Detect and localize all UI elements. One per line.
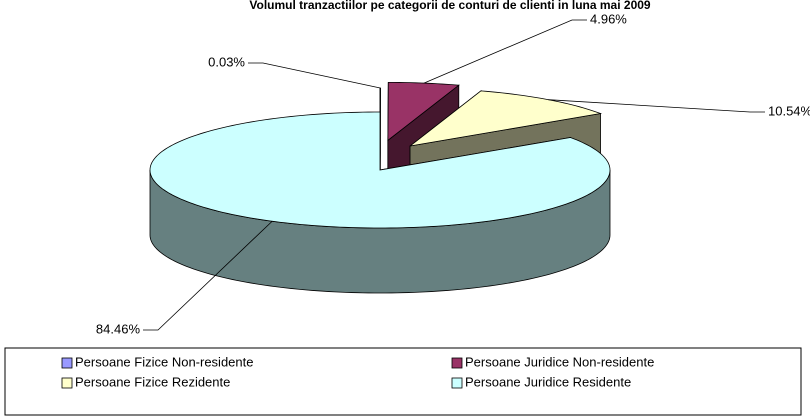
leader-line [423, 19, 587, 84]
legend-label: Persoane Fizice Non-residente [75, 354, 253, 369]
data-label: 84.46% [96, 321, 141, 336]
legend-label: Persoane Juridice Residente [465, 374, 631, 389]
leader-line [248, 62, 381, 89]
slice [387, 81, 460, 142]
chart-title: Volumul tranzactiilor pe categorii de co… [249, 0, 651, 12]
legend-label: Persoane Juridice Non-residente [465, 354, 654, 369]
leader-line [548, 99, 765, 113]
legend-label: Persoane Fizice Rezidente [75, 374, 230, 389]
legend-swatch [451, 377, 463, 389]
data-label: 10.54% [768, 103, 810, 118]
legend-swatch [61, 357, 73, 369]
data-label: 4.96% [590, 11, 627, 26]
leader-line [143, 220, 273, 331]
data-label: 0.03% [208, 54, 245, 69]
legend-swatch [61, 377, 73, 389]
slice [149, 111, 611, 229]
legend-box [4, 347, 802, 416]
legend-swatch [451, 357, 463, 369]
slice [409, 90, 603, 147]
